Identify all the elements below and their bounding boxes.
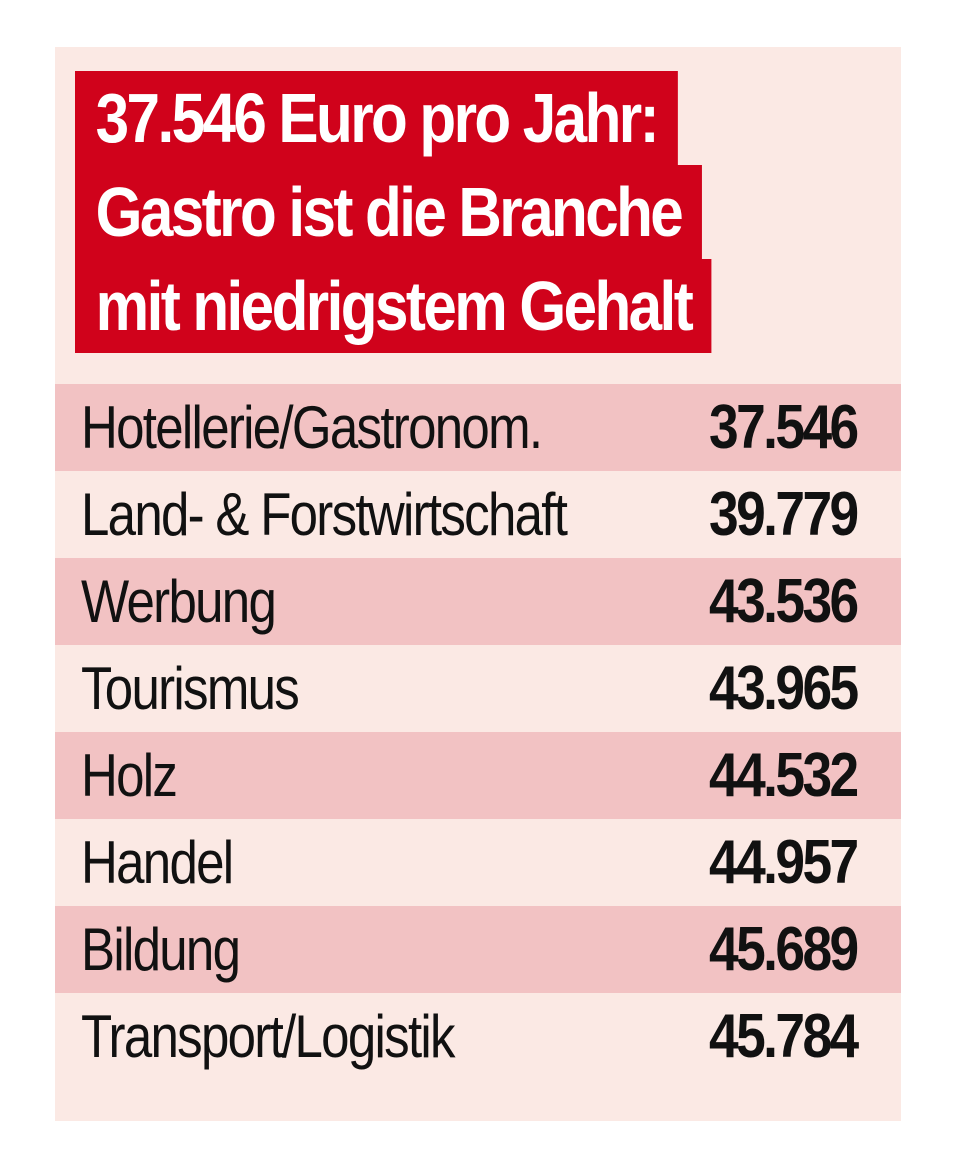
table-row: Transport/Logistik 45.784 — [55, 993, 901, 1080]
table-row: Bildung 45.689 — [55, 906, 901, 993]
industry-label: Holz — [81, 742, 178, 809]
headline-line-1: 37.546 Euro pro Jahr: — [75, 71, 865, 165]
industry-label: Transport/Logistik — [81, 1003, 456, 1070]
salary-value: 45.784 — [709, 1002, 859, 1071]
salary-value: 43.536 — [709, 567, 859, 636]
industry-label: Hotellerie/Gastronom. — [81, 394, 543, 461]
headline-line-2: Gastro ist die Branche — [75, 165, 865, 259]
headline-line-3: mit niedrigstem Gehalt — [75, 259, 865, 353]
industry-label: Bildung — [81, 916, 241, 983]
headline-line-2-text: Gastro ist die Branche — [75, 165, 702, 259]
salary-value: 39.779 — [709, 480, 859, 549]
industry-label: Handel — [81, 829, 234, 896]
salary-table: Hotellerie/Gastronom. 37.546 Land- & Forst… — [55, 384, 901, 1080]
industry-label: Tourismus — [81, 655, 300, 722]
industry-label: Werbung — [81, 568, 277, 635]
table-row: Werbung 43.536 — [55, 558, 901, 645]
table-row: Hotellerie/Gastronom. 37.546 — [55, 384, 901, 471]
headline-line-3-text: mit niedrigstem Gehalt — [75, 259, 712, 353]
infographic-card: 37.546 Euro pro Jahr: Gastro ist die Bra… — [55, 47, 901, 1121]
salary-value: 45.689 — [709, 915, 859, 984]
salary-value: 43.965 — [709, 654, 859, 723]
salary-value: 44.532 — [709, 741, 859, 810]
headline-line-1-text: 37.546 Euro pro Jahr: — [75, 71, 678, 165]
industry-label: Land- & Forstwirtschaft — [81, 481, 568, 548]
table-row: Holz 44.532 — [55, 732, 901, 819]
table-row: Handel 44.957 — [55, 819, 901, 906]
table-row: Tourismus 43.965 — [55, 645, 901, 732]
headline: 37.546 Euro pro Jahr: Gastro ist die Bra… — [75, 71, 865, 353]
salary-value: 37.546 — [709, 393, 859, 462]
table-row: Land- & Forstwirtschaft 39.779 — [55, 471, 901, 558]
salary-value: 44.957 — [709, 828, 859, 897]
